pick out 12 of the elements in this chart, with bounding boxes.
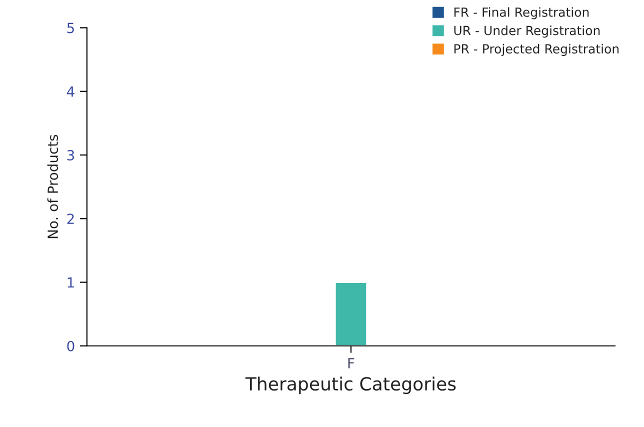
legend-label: FR - Final Registration — [454, 7, 589, 20]
y-tick-label: 3 — [67, 150, 74, 160]
legend-label: UR - Under Registration — [454, 26, 600, 38]
y-tick-label: 4 — [66, 86, 74, 97]
y-tick-label: 2 — [67, 214, 74, 224]
x-tick-label: F — [348, 358, 354, 368]
legend-label: PR - Projected Registration — [454, 44, 619, 56]
y-tick-label: 1 — [68, 277, 74, 288]
y-tick-label: 5 — [67, 22, 74, 34]
y-axis-title: No. of Products — [47, 134, 58, 238]
x-axis-title: Therapeutic Categories — [245, 376, 456, 394]
y-tick-label: 0 — [67, 340, 74, 352]
